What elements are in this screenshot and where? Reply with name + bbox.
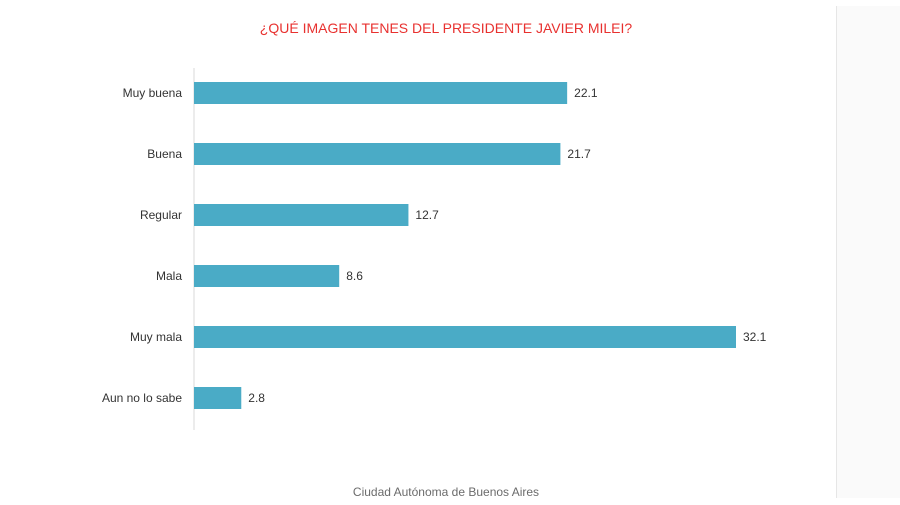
category-label: Muy buena — [123, 86, 183, 100]
value-label: 22.1 — [574, 86, 598, 100]
bar — [194, 143, 561, 165]
bar — [194, 204, 409, 226]
category-label: Muy mala — [130, 330, 182, 344]
category-label: Regular — [140, 208, 182, 222]
value-label: 32.1 — [743, 330, 767, 344]
bar — [194, 82, 568, 104]
chart-title: ¿QUÉ IMAGEN TENES DEL PRESIDENTE JAVIER … — [259, 20, 633, 36]
category-label: Aun no lo sabe — [102, 391, 182, 405]
right-panel — [837, 6, 900, 498]
right-divider — [836, 6, 837, 498]
value-label: 12.7 — [415, 208, 439, 222]
category-label: Buena — [147, 147, 182, 161]
value-label: 21.7 — [567, 147, 591, 161]
bar — [194, 387, 242, 409]
value-label: 2.8 — [248, 391, 265, 405]
value-label: 8.6 — [346, 269, 363, 283]
bar — [194, 265, 340, 287]
category-label: Mala — [156, 269, 182, 283]
bar — [194, 326, 736, 348]
chart-footer: Ciudad Autónoma de Buenos Aires — [352, 485, 540, 499]
